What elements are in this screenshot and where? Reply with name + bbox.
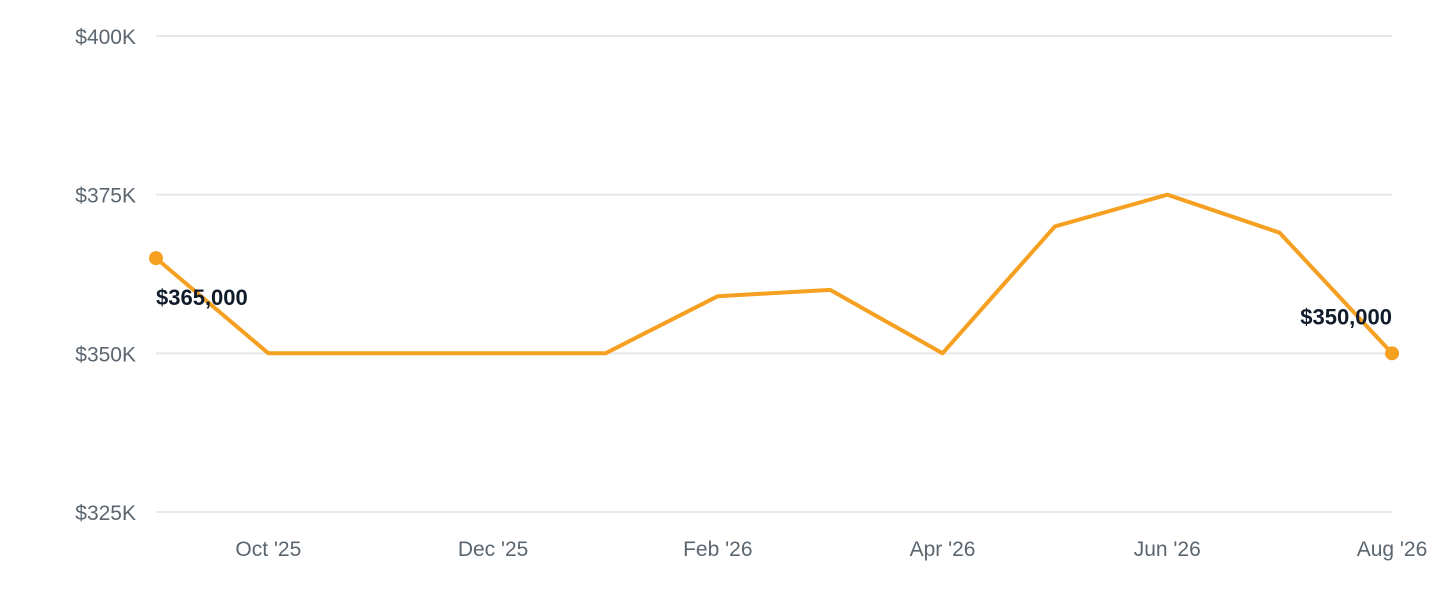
x-tick-label: Oct '25: [235, 538, 301, 561]
series-layer: [149, 192, 1399, 361]
series-line: [154, 192, 1394, 356]
y-tick-label: $375K: [75, 185, 136, 208]
data-label: $350,000: [1300, 304, 1392, 329]
start-point-marker: [149, 251, 163, 266]
x-axis-ticks: Oct '25 Dec '25 Feb '26 Apr '26 Jun '26 Aug '…: [235, 538, 1427, 561]
y-tick-label: $400K: [75, 26, 136, 49]
y-tick-label: $350K: [75, 343, 136, 366]
x-tick-label: Dec '25: [458, 538, 529, 561]
x-tick-label: Apr '26: [910, 538, 976, 561]
y-tick-label: $325K: [75, 502, 136, 525]
gridlines: [156, 35, 1392, 513]
y-axis-ticks: $400K $375K $350K $325K: [75, 26, 136, 525]
x-tick-label: Feb '26: [683, 538, 752, 561]
x-tick-label: Jun '26: [1134, 538, 1201, 561]
x-tick-label: Aug '26: [1357, 538, 1428, 561]
data-label: $365,000: [156, 285, 248, 310]
end-point-marker: [1385, 346, 1399, 361]
data-labels: $365,000 $350,000: [156, 285, 1392, 329]
